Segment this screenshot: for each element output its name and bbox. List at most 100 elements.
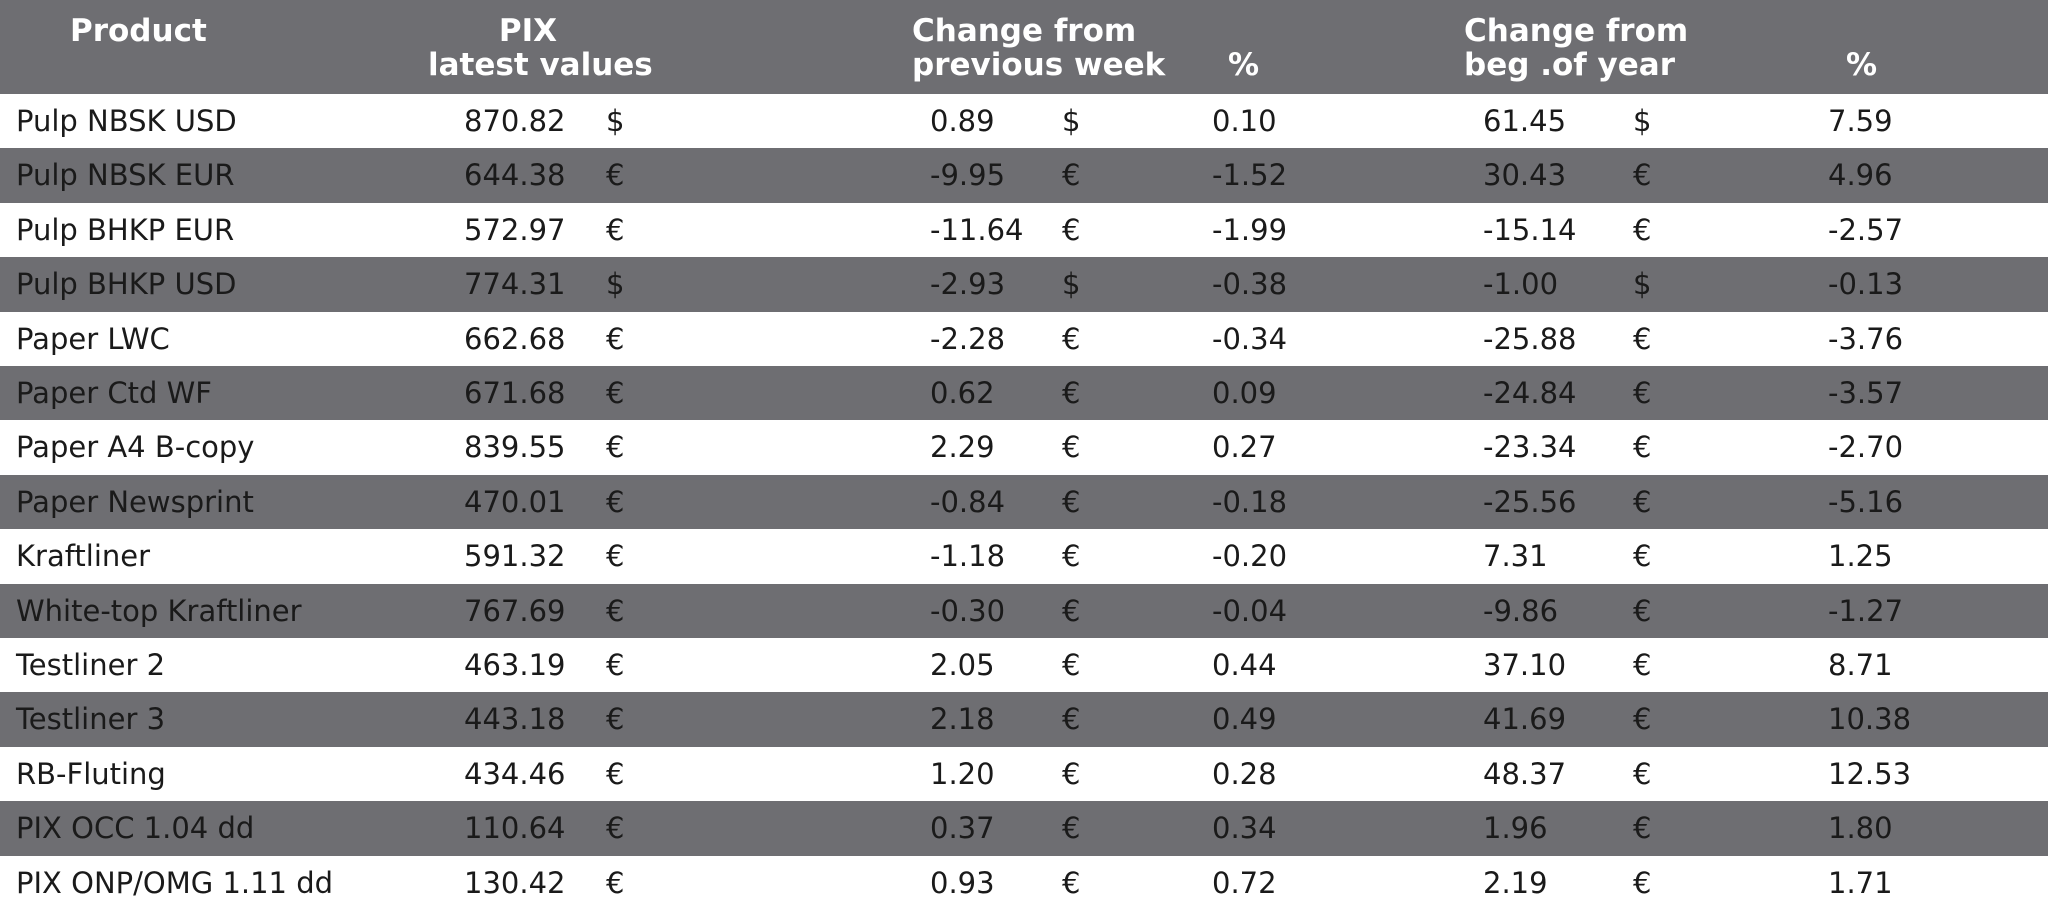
year-percent-cell: -2.70 <box>1828 430 1904 465</box>
year-percent-cell: 8.71 <box>1828 648 1893 682</box>
week-change-cell: 0.93 <box>930 865 995 900</box>
table-row: Kraftliner 591.32 € -1.18 € -0.20 7.31 €1.25 <box>0 529 2048 584</box>
week-change-cell: 2.18 <box>930 702 995 737</box>
week-currency-cell: € <box>1062 376 1081 410</box>
pix-value-cell: 774.31 <box>464 267 566 302</box>
week-change-cell: -11.64 <box>930 212 1024 247</box>
week-change-cell: 2.05 <box>930 648 995 682</box>
year-change-cell: -25.56 <box>1483 484 1577 519</box>
pix-currency-cell: € <box>606 865 625 900</box>
table-row: RB-Fluting 434.46 €1.20 €0.28 48.37 €12.53 <box>0 746 2048 802</box>
header-week-line2: previous week <box>912 47 1166 83</box>
week-currency-cell: € <box>1062 158 1081 193</box>
header-week-percent: % <box>1228 48 1259 82</box>
week-percent-cell: -0.04 <box>1212 593 1288 628</box>
product-cell: Paper Newsprint <box>16 484 254 519</box>
year-currency-cell: € <box>1633 376 1652 410</box>
year-currency-cell: € <box>1633 158 1652 193</box>
year-percent-cell: 1.71 <box>1828 865 1893 900</box>
header-year-line2: beg .of year <box>1464 47 1675 83</box>
year-percent-cell: -3.76 <box>1828 321 1904 356</box>
week-currency-cell: € <box>1062 212 1081 247</box>
product-cell: Pulp BHKP EUR <box>16 212 235 247</box>
pix-value-cell: 470.01 <box>464 484 566 519</box>
week-currency-cell: € <box>1062 430 1081 465</box>
header-product-label: Product <box>70 13 207 49</box>
year-currency-cell: € <box>1633 648 1652 682</box>
pix-value-cell: 644.38 <box>464 158 566 193</box>
year-currency-cell: € <box>1633 321 1652 356</box>
week-percent-cell: -0.18 <box>1212 484 1288 519</box>
product-cell: Pulp BHKP USD <box>16 267 237 302</box>
week-change-cell: 0.89 <box>930 104 995 138</box>
year-change-cell: -9.86 <box>1483 593 1559 628</box>
table-row: Testliner 2 463.19 €2.05 €0.44 37.10 €8.71 <box>0 638 2048 693</box>
product-cell: Kraftliner <box>16 539 151 574</box>
week-change-cell: -2.28 <box>930 321 1006 356</box>
week-change-cell: -0.30 <box>930 593 1006 628</box>
year-percent-cell: 4.96 <box>1828 158 1893 193</box>
product-cell: Pulp NBSK EUR <box>16 158 235 193</box>
week-change-cell: 0.62 <box>930 376 995 410</box>
year-percent-cell: 10.38 <box>1828 702 1912 737</box>
week-currency-cell: € <box>1062 484 1081 519</box>
week-percent-cell: 0.09 <box>1212 376 1277 410</box>
week-change-cell: -2.93 <box>930 267 1006 302</box>
year-currency-cell: € <box>1633 212 1652 247</box>
pix-currency-cell: € <box>606 430 625 465</box>
header-product: Product <box>70 14 207 48</box>
pix-currency-cell: € <box>606 702 625 737</box>
pix-currency-cell: € <box>606 756 625 791</box>
pix-currency-cell: € <box>606 321 625 356</box>
week-currency-cell: € <box>1062 321 1081 356</box>
year-change-cell: 30.43 <box>1483 158 1567 193</box>
pix-currency-cell: € <box>606 593 625 628</box>
table-row: Paper A4 B-copy 839.55 €2.29 €0.27 -23.34 € -2… <box>0 420 2048 475</box>
week-currency-cell: $ <box>1062 267 1081 302</box>
table-row: PIX OCC 1.04 dd 110.64 €0.37 €0.34 1.96 €1.80 <box>0 801 2048 856</box>
pix-currency-cell: € <box>606 648 625 682</box>
year-currency-cell: $ <box>1633 104 1652 138</box>
week-percent-cell: -0.20 <box>1212 539 1288 574</box>
pix-currency-cell: € <box>606 212 625 247</box>
pix-value-cell: 110.64 <box>464 811 566 846</box>
week-currency-cell: € <box>1062 648 1081 682</box>
year-percent-cell: -1.27 <box>1828 593 1904 628</box>
year-change-cell: -25.88 <box>1483 321 1577 356</box>
pix-value-cell: 839.55 <box>464 430 566 465</box>
year-currency-cell: € <box>1633 593 1652 628</box>
year-change-cell: -24.84 <box>1483 376 1577 410</box>
pix-currency-cell: € <box>606 484 625 519</box>
week-percent-cell: 0.28 <box>1212 756 1277 791</box>
table-row: Pulp BHKP USD 774.31 $ -2.93 $ -0.38 -1.00 $ -0.… <box>0 257 2048 312</box>
week-change-cell: -0.84 <box>930 484 1006 519</box>
table-row: Pulp BHKP EUR 572.97 € -11.64 € -1.99 -15.14 € -… <box>0 202 2048 258</box>
pix-value-cell: 662.68 <box>464 321 566 356</box>
week-currency-cell: € <box>1062 811 1081 846</box>
product-cell: Testliner 3 <box>16 702 166 737</box>
year-percent-cell: -2.57 <box>1828 212 1904 247</box>
pix-value-cell: 130.42 <box>464 865 566 900</box>
week-currency-cell: € <box>1062 756 1081 791</box>
header-year-percent-label: % <box>1846 47 1878 83</box>
year-change-cell: 7.31 <box>1483 539 1548 574</box>
header-week-line1: Change from <box>912 13 1137 49</box>
year-change-cell: 2.19 <box>1483 865 1548 900</box>
table-row: Pulp NBSK EUR 644.38 € -9.95 € -1.52 30.43 €4.9… <box>0 148 2048 203</box>
table-row: PIX ONP/OMG 1.11 dd 130.42 €0.93 €0.72 2.19 €… <box>0 855 2048 910</box>
product-cell: White-top Kraftliner <box>16 593 302 628</box>
year-currency-cell: € <box>1633 430 1652 465</box>
year-percent-cell: 1.80 <box>1828 811 1893 846</box>
pix-currency-cell: € <box>606 376 625 410</box>
year-change-cell: -23.34 <box>1483 430 1577 465</box>
week-percent-cell: -1.52 <box>1212 158 1288 193</box>
pix-currency-cell: € <box>606 158 625 193</box>
pix-currency-cell: $ <box>606 267 625 302</box>
product-cell: Paper LWC <box>16 321 170 356</box>
year-percent-cell: 7.59 <box>1828 104 1893 138</box>
product-cell: Pulp NBSK USD <box>16 104 237 138</box>
year-currency-cell: € <box>1633 756 1652 791</box>
year-currency-cell: € <box>1633 702 1652 737</box>
product-cell: Testliner 2 <box>16 648 166 682</box>
